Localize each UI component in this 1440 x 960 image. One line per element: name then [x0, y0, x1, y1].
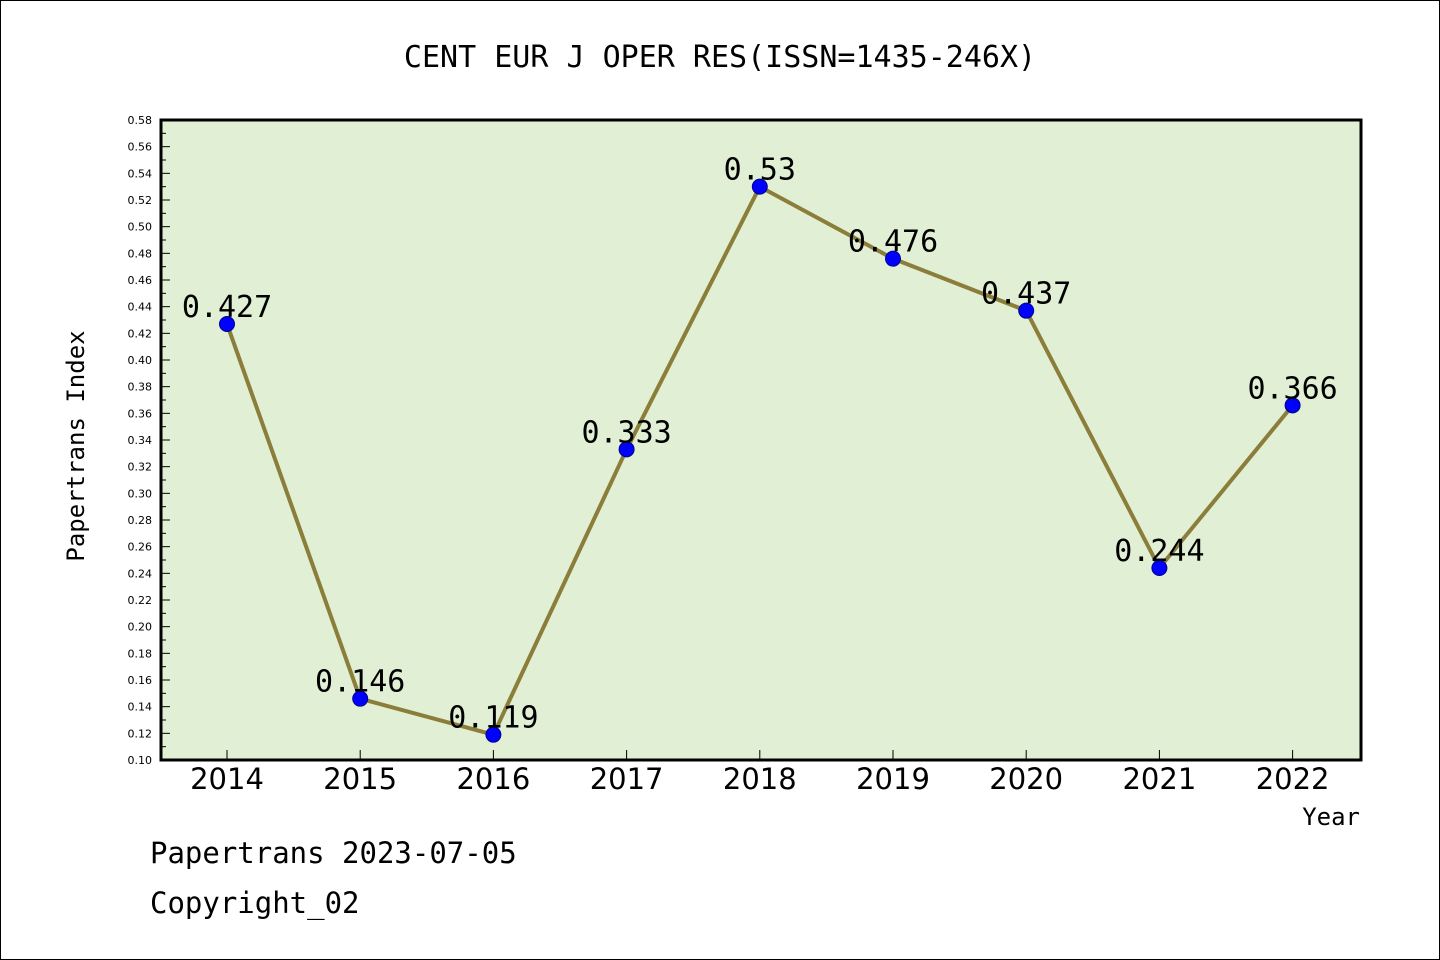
- data-point: [1151, 560, 1168, 576]
- data-label: 0.427: [182, 290, 272, 325]
- y-tick-label: 0.32: [128, 461, 153, 474]
- y-tick-label: 0.14: [128, 701, 153, 714]
- data-label: 0.333: [581, 415, 671, 450]
- data-point: [485, 726, 502, 743]
- y-tick-label: 0.36: [128, 407, 153, 420]
- x-axis-label: Year: [1302, 803, 1360, 831]
- x-tick-label: 2017: [590, 762, 664, 796]
- data-point: [1018, 302, 1035, 319]
- data-label: 0.119: [448, 701, 538, 736]
- data-point: [1284, 397, 1301, 414]
- data-label: 0.437: [981, 277, 1071, 312]
- data-point: [751, 178, 768, 195]
- y-tick-label: 0.12: [128, 727, 153, 740]
- x-tick-label: 2016: [456, 762, 530, 796]
- data-label: 0.476: [848, 225, 938, 260]
- data-label: 0.244: [1114, 534, 1204, 569]
- series-layer: 0.427 0.146 0.119 0.333 0.53 0.476 0.437 0.244 0…: [182, 153, 1338, 743]
- y-tick-label: 0.38: [128, 381, 153, 394]
- y-tick-label: 0.20: [128, 621, 153, 634]
- data-label: 0.146: [315, 665, 405, 700]
- y-tick-label: 0.16: [128, 674, 153, 687]
- plot-area: [159, 118, 1363, 762]
- x-tick-label: 2019: [856, 762, 930, 796]
- y-tick-label: 0.48: [128, 247, 153, 260]
- y-tick-label: 0.34: [128, 434, 153, 447]
- data-point: [885, 250, 901, 267]
- y-tick-label: 0.28: [128, 514, 153, 527]
- x-tick-label: 2018: [723, 762, 797, 796]
- y-tick-label: 0.54: [128, 167, 153, 180]
- y-tick-label: 0.46: [128, 274, 153, 287]
- y-tick-label: 0.30: [128, 487, 153, 500]
- x-tick-label: 2014: [190, 762, 264, 796]
- y-tick-label: 0.26: [128, 541, 153, 554]
- x-tick-label: 2022: [1256, 762, 1330, 796]
- y-tick-label: 0.56: [128, 141, 153, 154]
- footer-date: Papertrans 2023-07-05: [150, 836, 517, 870]
- x-tick-label: 2021: [1122, 762, 1196, 796]
- y-tick-label: 0.44: [128, 301, 153, 314]
- y-tick-label: 0.50: [128, 221, 153, 234]
- data-point: [219, 316, 235, 332]
- data-label: 0.366: [1247, 371, 1337, 406]
- y-tick-label: 0.24: [128, 567, 153, 580]
- data-point: [352, 690, 369, 707]
- y-tick-label: 0.10: [128, 754, 153, 767]
- y-axis: 0.10 0.12 0.14 0.16 0.18 0.20 0.22 0.24 0.26 0.28…: [128, 114, 170, 767]
- y-tick-label: 0.40: [128, 354, 153, 367]
- data-point: [618, 441, 635, 458]
- y-tick-label: 0.52: [128, 194, 153, 207]
- y-tick-label: 0.18: [128, 647, 153, 660]
- x-axis: 2014 2015 2016 2017 2018 2019 2020 2021 2022: [190, 750, 1330, 796]
- chart-title: CENT EUR J OPER RES(ISSN=1435-246X): [404, 40, 1036, 75]
- footer-copyright: Copyright_02: [150, 886, 360, 920]
- x-tick-label: 2020: [989, 762, 1063, 796]
- data-label: 0.53: [724, 153, 796, 188]
- y-tick-label: 0.58: [128, 114, 153, 127]
- y-tick-label: 0.22: [128, 594, 153, 607]
- y-tick-label: 0.42: [128, 327, 153, 340]
- x-tick-label: 2015: [323, 762, 397, 796]
- y-axis-label: Papertrans Index: [62, 330, 90, 561]
